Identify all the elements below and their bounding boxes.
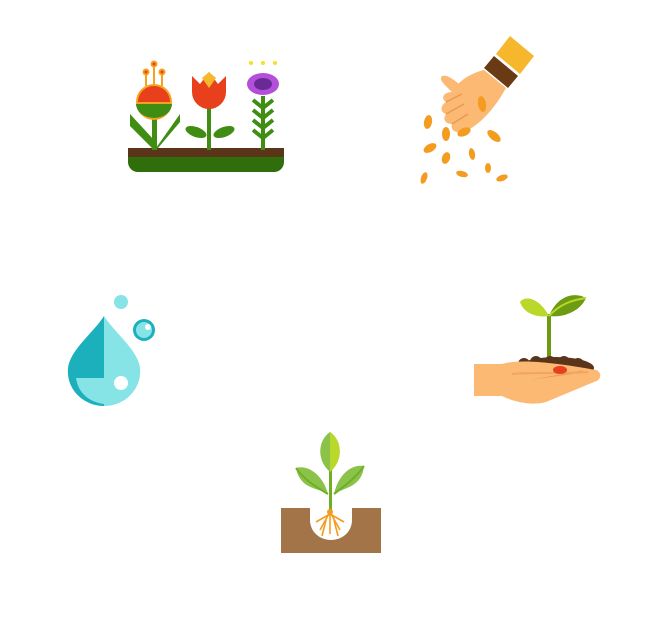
water-drop-icon — [67, 295, 155, 406]
flower-bed-icon — [128, 60, 284, 172]
hand-sowing-seeds-icon — [420, 36, 534, 184]
plant-roots-in-soil-icon — [281, 432, 381, 553]
hand-holding-sprout-icon — [474, 295, 601, 404]
